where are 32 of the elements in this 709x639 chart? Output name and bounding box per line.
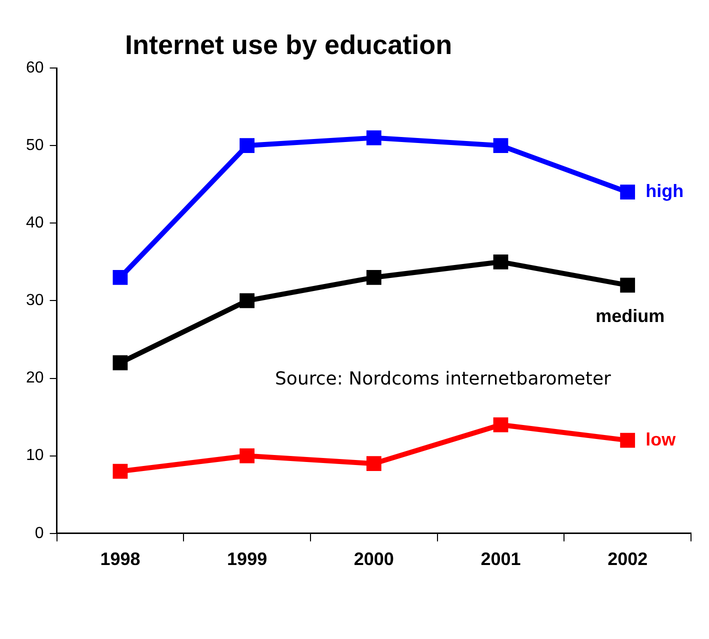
point <box>620 432 636 448</box>
y-tick-label: 50 <box>26 136 44 154</box>
x-tick-label: 2002 <box>608 549 648 570</box>
series-label: high <box>646 181 684 202</box>
point <box>366 456 382 472</box>
annotation: Source: Nordcoms internetbarometer <box>275 368 612 390</box>
x-tick-label: 2001 <box>480 549 521 570</box>
y-tick-label: 30 <box>26 292 44 310</box>
point <box>620 278 636 293</box>
y-tick-label: 40 <box>26 214 44 232</box>
series-label: low <box>646 429 677 450</box>
series-label: medium <box>596 306 665 326</box>
y-tick-label: 20 <box>26 370 44 387</box>
x-tick-label: 1998 <box>100 549 140 570</box>
point <box>493 254 508 270</box>
point <box>493 138 508 154</box>
point <box>366 270 382 285</box>
x-tick-label: 1999 <box>227 549 268 570</box>
point <box>240 138 255 154</box>
y-tick-label: 60 <box>26 59 44 76</box>
point <box>366 130 382 146</box>
point <box>493 417 508 432</box>
point <box>240 448 255 464</box>
point <box>112 355 128 370</box>
x-tick-label: 2000 <box>354 549 394 570</box>
chart-title: Internet use by education <box>125 30 452 61</box>
point <box>112 464 128 479</box>
point <box>112 270 128 285</box>
y-tick-label: 10 <box>26 447 44 464</box>
y-tick-label: 0 <box>34 524 44 542</box>
point <box>620 184 636 200</box>
point <box>240 293 255 308</box>
